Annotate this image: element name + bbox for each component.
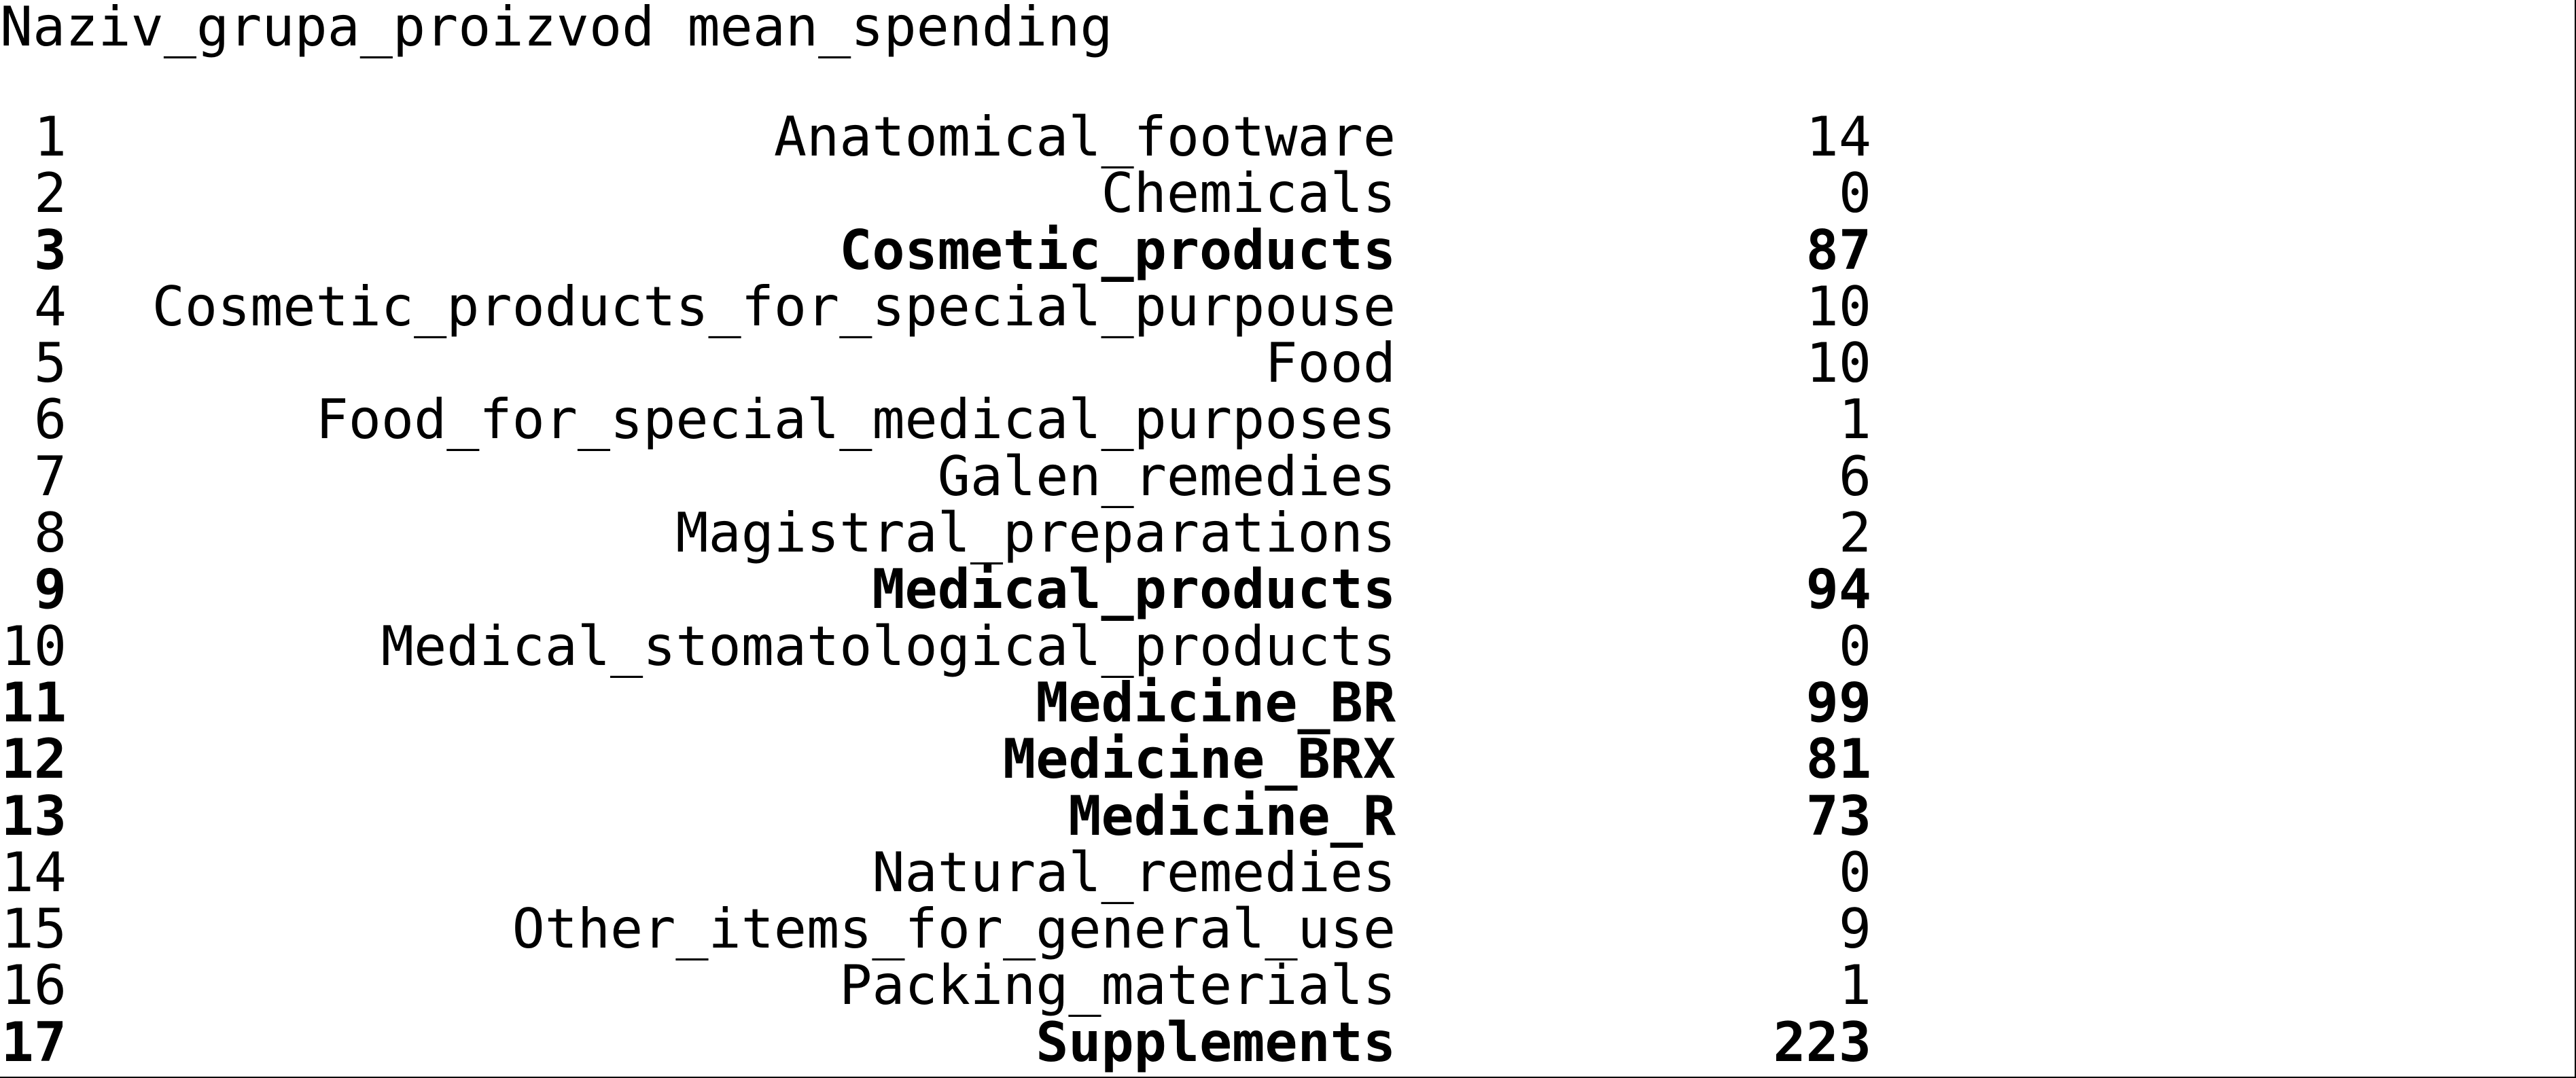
row-mean-spending: 99 xyxy=(1805,670,1871,734)
row-mean-spending: 6 xyxy=(1838,444,1871,508)
table-row: 13 Medicine_R 73 xyxy=(0,784,2575,848)
row-mean-spending: 0 xyxy=(1838,162,1871,226)
row-mean-spending: 73 xyxy=(1805,784,1871,848)
row-mean-spending: 81 xyxy=(1805,727,1871,791)
table-row: 11 Medicine_BR 99 xyxy=(0,670,2575,734)
row-index: 14 xyxy=(1,840,67,904)
row-mean-spending: 10 xyxy=(1805,274,1871,338)
row-index: 3 xyxy=(33,218,67,282)
table-row: 16 Packing_materials 1 xyxy=(0,954,2575,1018)
header-name-column: Naziv_grupa_proizvod xyxy=(0,0,655,58)
table-body: 1 Anatomical_footware 14 2 Chemicals 0 3 Cosmet… xyxy=(0,109,2575,1071)
row-product-group: Other_items_for_general_use xyxy=(512,897,1396,961)
row-index: 15 xyxy=(1,897,67,961)
row-product-group: Medical_stomatological_products xyxy=(381,614,1396,678)
row-mean-spending: 87 xyxy=(1805,218,1871,282)
row-index: 6 xyxy=(33,388,67,452)
table-row: 6 Food_for_special_medical_purposes 1 xyxy=(0,391,2575,448)
table-row: 3 Cosmetic_products 87 xyxy=(0,218,2575,282)
row-product-group: Cosmetic_products_for_special_purpouse xyxy=(152,274,1396,338)
row-mean-spending: 0 xyxy=(1838,840,1871,904)
row-mean-spending: 0 xyxy=(1838,614,1871,678)
table-header: Naziv_grupa_proizvod mean_spending xyxy=(0,0,1113,54)
table-row: 9 Medical_products 94 xyxy=(0,558,2575,622)
row-product-group: Medicine_R xyxy=(1068,784,1396,848)
row-index: 2 xyxy=(33,162,67,226)
row-product-group: Magistral_preparations xyxy=(675,501,1396,565)
row-index: 10 xyxy=(1,614,67,678)
row-mean-spending: 2 xyxy=(1838,501,1871,565)
row-mean-spending: 223 xyxy=(1773,1010,1872,1074)
row-product-group: Chemicals xyxy=(1101,162,1396,226)
row-product-group: Cosmetic_products xyxy=(839,218,1396,282)
row-product-group: Natural_remedies xyxy=(872,840,1396,904)
table-row: 8 Magistral_preparations 2 xyxy=(0,501,2575,565)
row-index: 9 xyxy=(33,558,67,622)
row-product-group: Packing_materials xyxy=(839,954,1396,1018)
table-row: 5 Food 10 xyxy=(0,331,2575,395)
row-mean-spending: 94 xyxy=(1805,558,1871,622)
row-index: 7 xyxy=(33,444,67,508)
table-row: 10 Medical_stomatological_products 0 xyxy=(0,614,2575,678)
table-row: 17 Supplements 223 xyxy=(0,1010,2575,1074)
table-row: 14 Natural_remedies 0 xyxy=(0,844,2575,901)
table-row: 12 Medicine_BRX 81 xyxy=(0,727,2575,791)
row-product-group: Medicine_BR xyxy=(1036,670,1396,734)
header-value-column: mean_spending xyxy=(687,0,1113,58)
table-row: 1 Anatomical_footware 14 xyxy=(0,105,2575,168)
row-mean-spending: 9 xyxy=(1838,897,1871,961)
row-index: 1 xyxy=(33,105,67,168)
row-product-group: Galen_remedies xyxy=(937,444,1396,508)
row-product-group: Food xyxy=(1265,331,1396,395)
row-mean-spending: 14 xyxy=(1805,105,1871,168)
table-row: 4 Cosmetic_products_for_special_purpouse 1… xyxy=(0,274,2575,338)
row-index: 11 xyxy=(1,670,67,734)
row-product-group: Anatomical_footware xyxy=(773,105,1396,168)
row-product-group: Medicine_BRX xyxy=(1003,727,1396,791)
row-index: 5 xyxy=(33,331,67,395)
row-mean-spending: 1 xyxy=(1838,954,1871,1018)
row-index: 8 xyxy=(33,501,67,565)
row-index: 17 xyxy=(1,1010,67,1074)
row-index: 4 xyxy=(33,274,67,338)
table-row: 15 Other_items_for_general_use 9 xyxy=(0,897,2575,961)
row-index: 12 xyxy=(1,727,67,791)
row-mean-spending: 10 xyxy=(1805,331,1871,395)
table-row: 2 Chemicals 0 xyxy=(0,162,2575,226)
row-mean-spending: 1 xyxy=(1838,388,1871,452)
row-product-group: Food_for_special_medical_purposes xyxy=(315,388,1396,452)
table-row: 7 Galen_remedies 6 xyxy=(0,448,2575,505)
row-index: 13 xyxy=(1,784,67,848)
row-index: 16 xyxy=(1,954,67,1018)
row-product-group: Medical_products xyxy=(872,558,1396,622)
row-product-group: Supplements xyxy=(1036,1010,1396,1074)
